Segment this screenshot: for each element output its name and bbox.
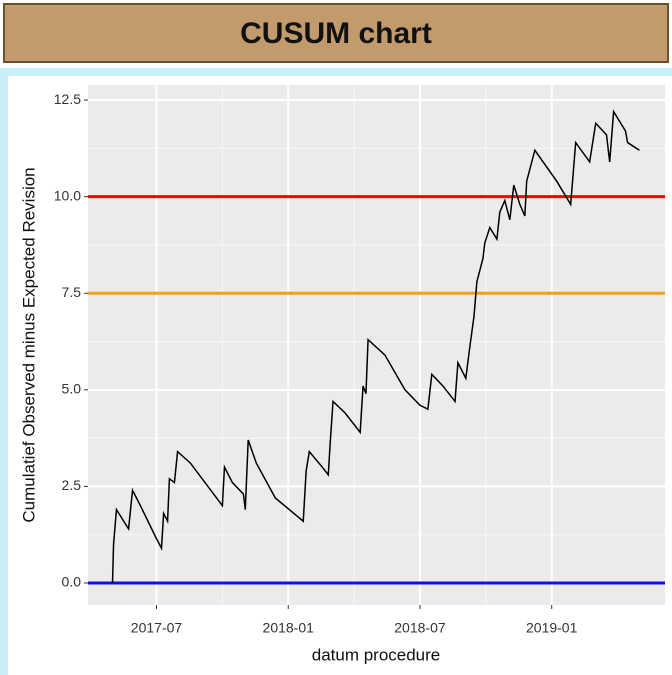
x-tick-label: 2018-01	[263, 620, 315, 636]
y-tick-label: 5.0	[62, 381, 82, 397]
y-tick-label: 10.0	[54, 187, 81, 203]
y-tick-label: 7.5	[62, 284, 82, 300]
x-axis-label: datum procedure	[312, 645, 441, 664]
x-tick-label: 2017-07	[131, 620, 183, 636]
x-tick-label: 2018-07	[394, 620, 446, 636]
banner-title: CUSUM chart	[240, 17, 432, 50]
x-tick-label: 2019-01	[526, 620, 578, 636]
banner	[3, 3, 669, 63]
y-axis-label: Cumulatief Observed minus Expected Revis…	[19, 167, 38, 522]
y-tick-label: 12.5	[54, 91, 81, 107]
plot-panel	[88, 85, 665, 605]
y-tick-label: 0.0	[62, 574, 82, 590]
cusum-line	[111, 109, 640, 583]
y-tick-label: 2.5	[62, 477, 82, 493]
